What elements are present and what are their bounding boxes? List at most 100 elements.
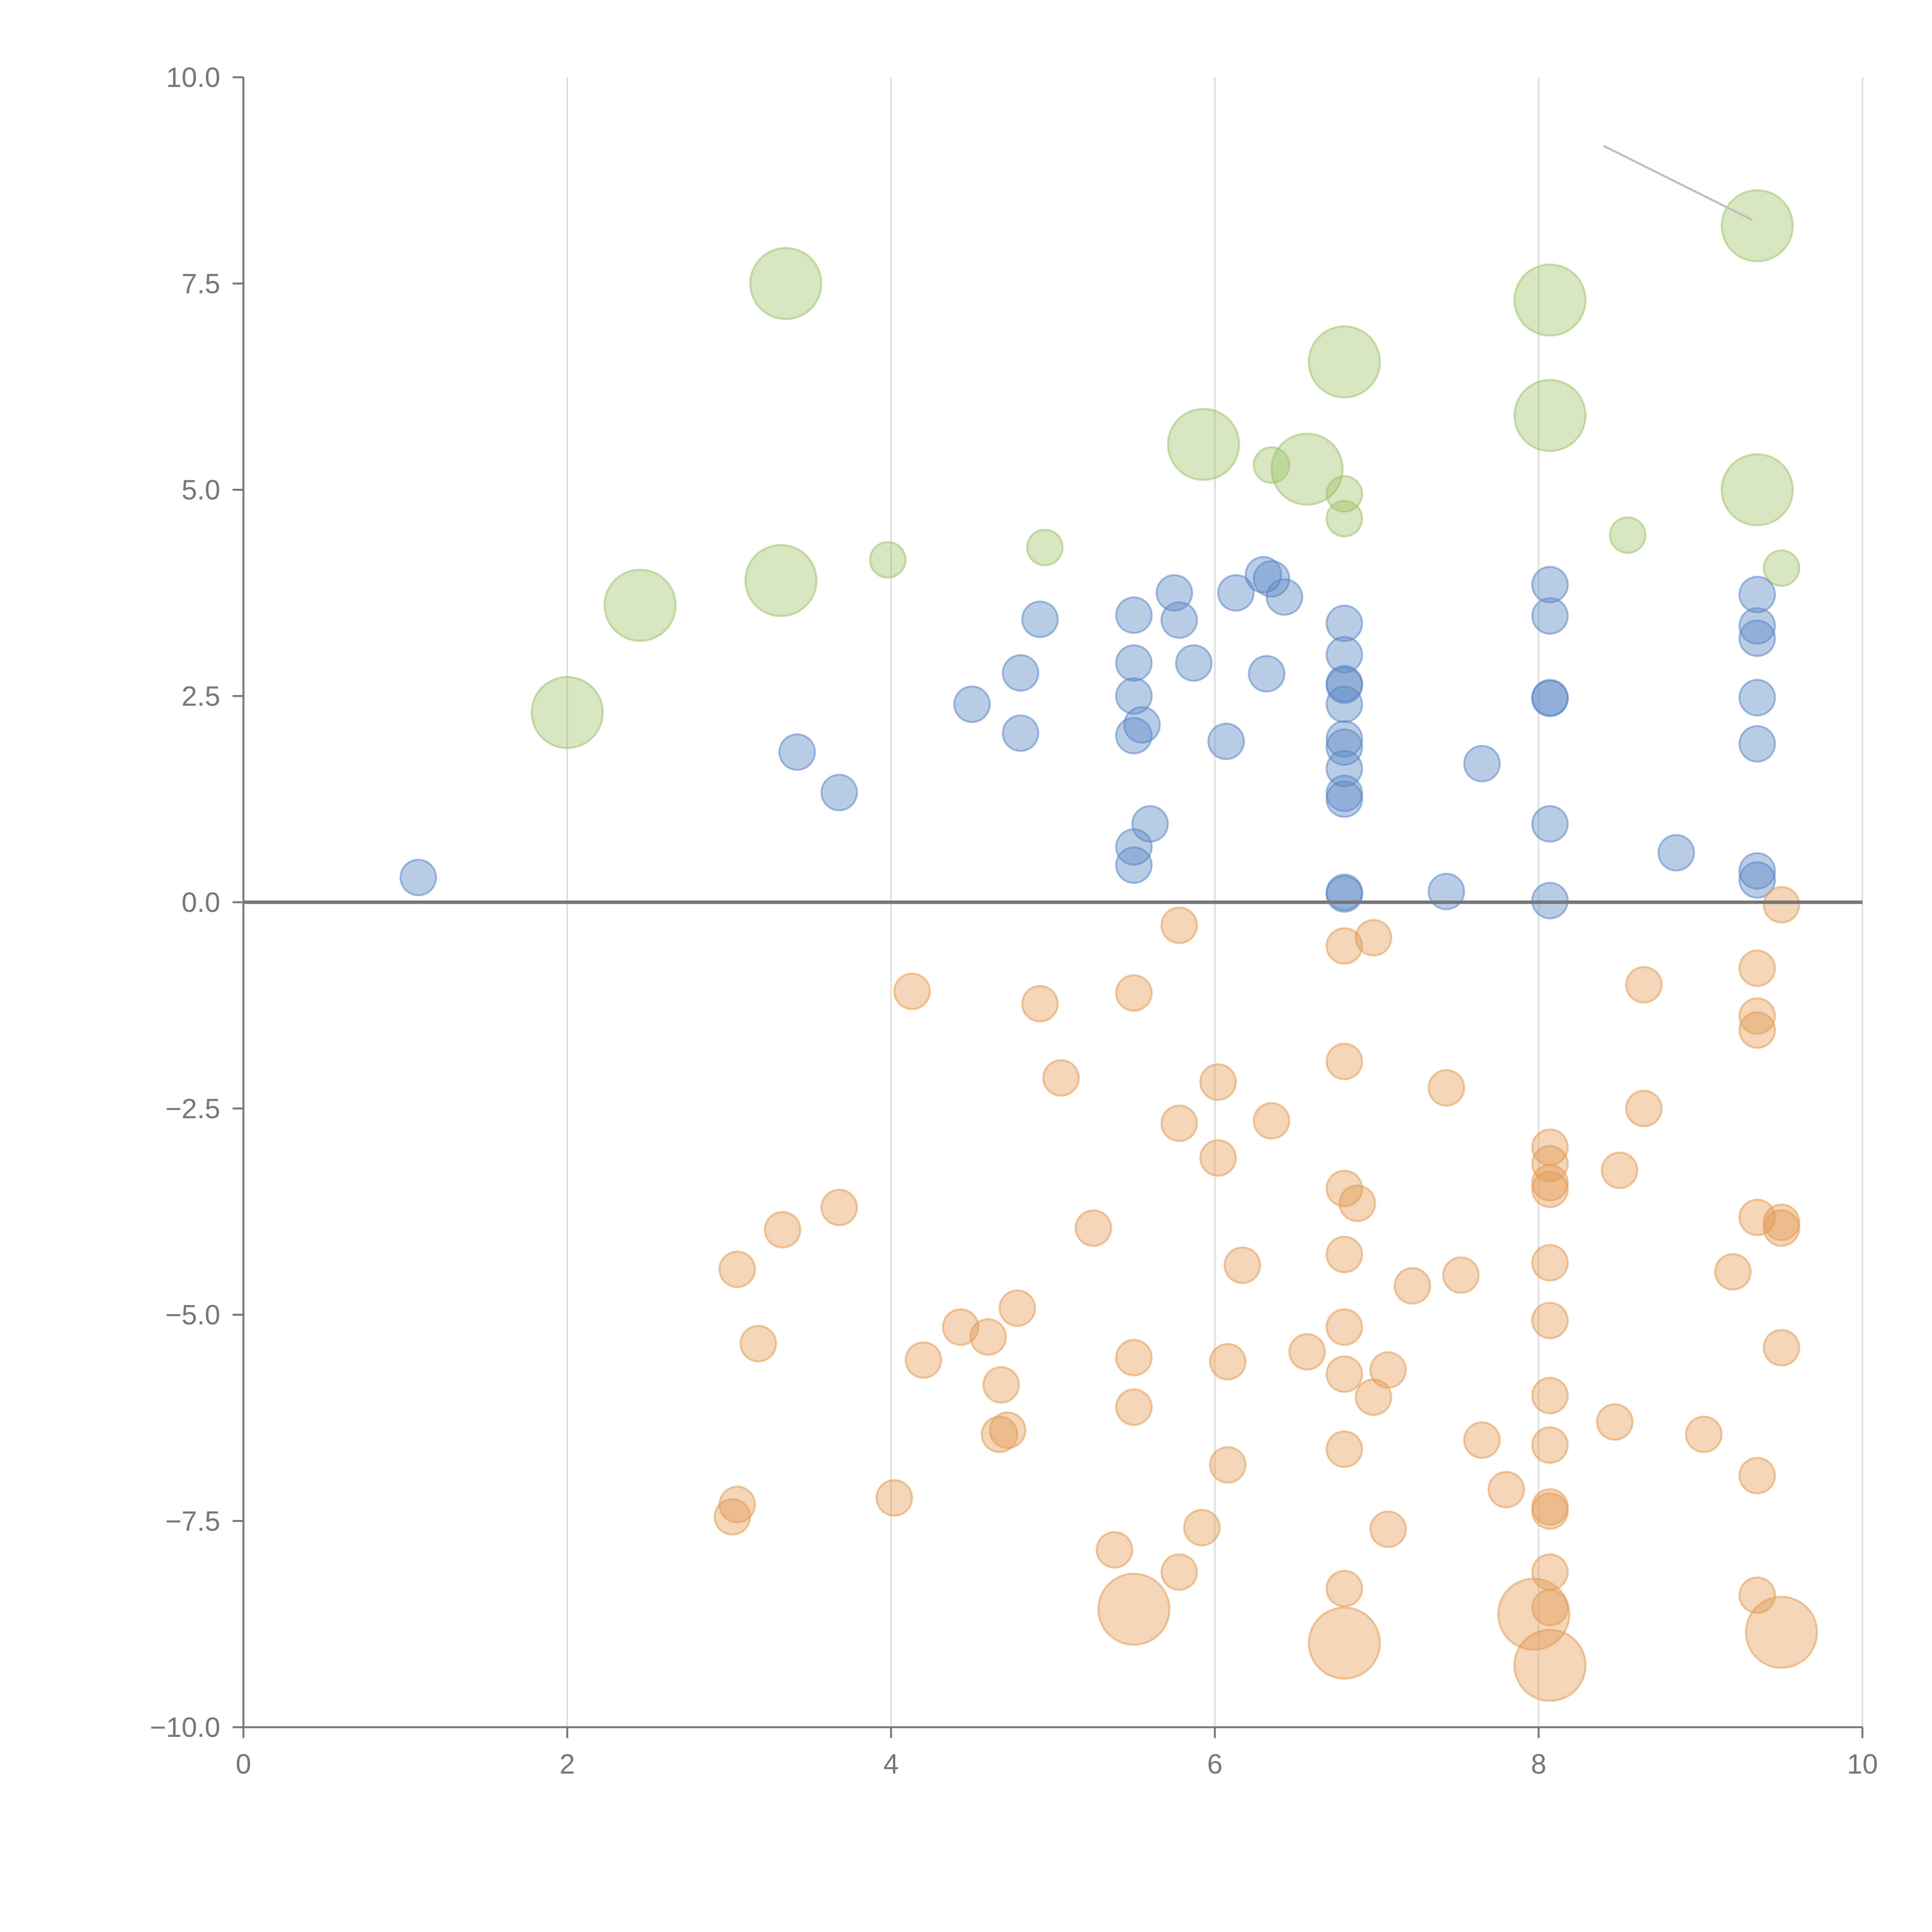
orange-bubble: [718, 1250, 756, 1288]
green-bubble: [744, 544, 818, 617]
orange-bubble: [1738, 997, 1776, 1035]
blue-bubble: [1175, 644, 1213, 682]
blue-bubble: [820, 774, 858, 811]
orange-bubble: [1325, 1570, 1363, 1607]
orange-bubble: [1115, 1388, 1153, 1426]
orange-bubble: [1738, 1011, 1776, 1049]
green-bubble: [1763, 549, 1800, 587]
orange-bubble: [1393, 1267, 1431, 1305]
orange-bubble: [1487, 1471, 1525, 1509]
blue-bubble: [1325, 780, 1363, 818]
orange-bubble: [1355, 919, 1393, 957]
orange-bubble: [1531, 1588, 1569, 1626]
orange-bubble: [905, 1341, 942, 1379]
blue-bubble: [1531, 680, 1569, 718]
blue-bubble: [1738, 607, 1776, 645]
blue-bubble: [1325, 720, 1363, 758]
orange-bubble: [1601, 1151, 1638, 1189]
blue-bubble: [1002, 714, 1039, 752]
ticks-layer: 0 2 4 6 8 10 10.0 7.5 5.0 2.5 0.0 −2.5 −5.0 −7.5 −10.0: [150, 62, 1878, 1780]
blue-bubble: [953, 685, 991, 723]
orange-bubble: [1738, 1457, 1776, 1495]
orange-bubble: [989, 1411, 1027, 1449]
blue-bubble: [1115, 717, 1153, 755]
blue-bubble: [1160, 601, 1198, 639]
blue-bubble: [1738, 861, 1776, 899]
green-bubble: [1609, 516, 1646, 554]
orange-bubble: [1115, 1339, 1153, 1377]
orange-bubble: [1625, 1090, 1663, 1128]
orange-bubble: [713, 1498, 751, 1536]
y-tick-label: −10.0: [150, 1712, 220, 1743]
green-bubble: [1721, 189, 1794, 262]
y-tick-label: 7.5: [182, 269, 220, 299]
blue-bubble: [1253, 560, 1291, 598]
orange-bubble: [1095, 1531, 1133, 1569]
orange-bubble: [1325, 1430, 1363, 1468]
orange-bubble: [1209, 1446, 1247, 1484]
blue-bubble: [1155, 574, 1193, 612]
bubbles-layer: [400, 189, 1818, 1702]
x-tick-label: 4: [883, 1749, 899, 1780]
orange-bubble: [1308, 1606, 1381, 1680]
orange-bubble: [1325, 1355, 1363, 1393]
orange-bubble: [1763, 1209, 1800, 1247]
blue-bubble: [1115, 677, 1153, 715]
orange-bubble: [1745, 1595, 1818, 1669]
y-tick-label: −2.5: [165, 1094, 220, 1124]
orange-bubble: [1531, 1377, 1569, 1415]
orange-bubble: [893, 973, 931, 1010]
orange-bubble: [1325, 1236, 1363, 1274]
blue-bubble: [1115, 846, 1153, 884]
orange-bubble: [1369, 1351, 1407, 1389]
blue-bubble: [1325, 728, 1363, 766]
blue-bubble: [1207, 723, 1245, 760]
green-bubble: [1167, 408, 1240, 481]
blue-bubble: [400, 859, 437, 896]
orange-bubble: [1325, 1170, 1363, 1208]
orange-bubble: [1199, 1063, 1237, 1101]
orange-bubble: [1369, 1510, 1407, 1548]
x-tick-label: 10: [1847, 1749, 1878, 1780]
orange-bubble: [1427, 1069, 1465, 1107]
blue-bubble: [1325, 666, 1363, 704]
green-bubble: [1026, 529, 1064, 566]
orange-bubble: [982, 1366, 1020, 1404]
y-tick-label: 5.0: [182, 475, 220, 506]
blue-bubble: [1738, 679, 1776, 717]
blue-bubble: [1531, 566, 1569, 604]
orange-bubble: [1325, 927, 1363, 965]
blue-bubble: [1248, 655, 1286, 693]
green-bubble: [749, 247, 823, 320]
orange-bubble: [1325, 1308, 1363, 1346]
orange-bubble: [1531, 1301, 1569, 1339]
green-bubble: [1513, 379, 1587, 452]
green-bubble: [869, 541, 907, 579]
orange-bubble: [1625, 966, 1663, 1003]
orange-bubble: [1513, 1629, 1587, 1702]
green-bubble: [1308, 325, 1381, 399]
x-tick-label: 0: [236, 1749, 251, 1780]
orange-bubble: [1596, 1403, 1634, 1441]
orange-bubble: [1160, 1553, 1198, 1591]
blue-bubble: [1427, 872, 1465, 910]
blue-bubble: [1325, 604, 1363, 642]
blue-bubble: [1657, 834, 1695, 872]
orange-bubble: [1531, 1553, 1569, 1591]
orange-bubble: [739, 1325, 777, 1362]
x-tick-label: 2: [560, 1749, 575, 1780]
blue-bubble: [1531, 805, 1569, 843]
blue-bubble: [1002, 654, 1039, 692]
y-tick-label: 0.0: [182, 887, 220, 918]
blue-bubble: [1115, 644, 1153, 682]
orange-bubble: [1531, 1426, 1569, 1464]
y-tick-label: −5.0: [165, 1300, 220, 1331]
orange-bubble: [1685, 1415, 1723, 1453]
green-bubble: [531, 676, 604, 749]
orange-bubble: [1253, 1102, 1291, 1140]
blue-bubble: [1265, 578, 1303, 616]
orange-bubble: [1115, 974, 1153, 1012]
orange-bubble: [1075, 1209, 1112, 1247]
orange-bubble: [1463, 1421, 1501, 1459]
